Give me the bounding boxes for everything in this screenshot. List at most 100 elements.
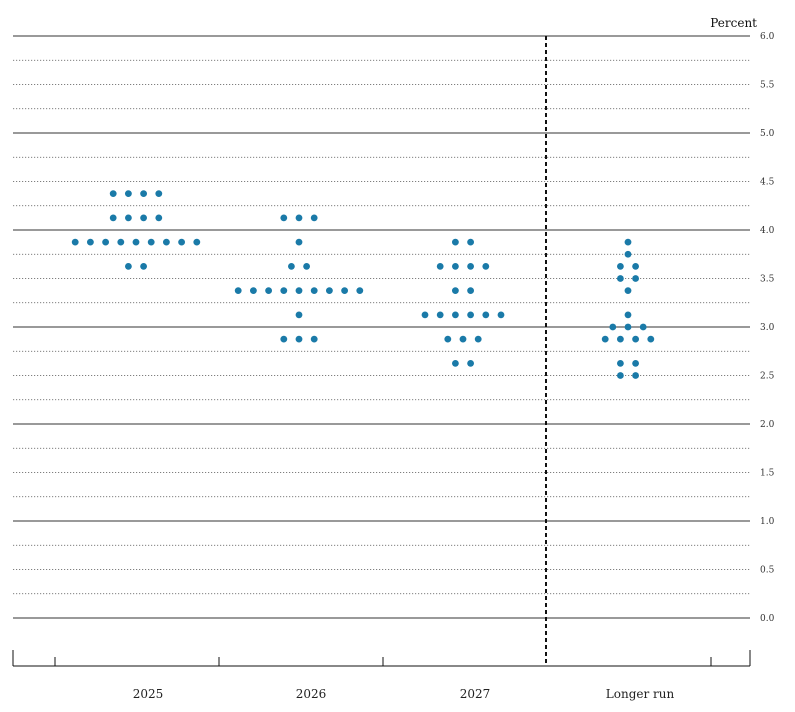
dot: [467, 238, 474, 246]
dot: [452, 311, 459, 319]
gridlines: [13, 35, 750, 619]
dot: [155, 190, 163, 198]
dot: [310, 214, 318, 222]
y-tick-label: 0.5: [760, 566, 775, 576]
dot: [482, 262, 490, 270]
dot: [140, 262, 148, 270]
dot: [421, 311, 429, 319]
dot: [132, 238, 140, 246]
dot: [124, 190, 132, 198]
dot: [250, 287, 257, 295]
dot: [87, 238, 94, 246]
dot: [193, 238, 201, 246]
y-tick-label: 2.0: [760, 420, 775, 430]
dot: [647, 335, 655, 343]
dot: [452, 238, 459, 246]
dot: [295, 335, 303, 343]
dot: [140, 214, 148, 222]
y-tick-label: 6.0: [760, 32, 775, 42]
y-tick-label: 5.5: [760, 81, 775, 91]
dot: [624, 323, 632, 331]
dot: [280, 287, 288, 295]
dot: [356, 287, 364, 295]
dot: [155, 214, 163, 222]
y-tick-labels: 6.0 5.5 5.0 4.5 4.0 3.5 3.0 2.5 2.0 1.5 1.0 0.5 0.0: [760, 32, 775, 624]
dot: [436, 262, 444, 270]
category-label: 2025: [133, 687, 164, 701]
dot: [617, 359, 624, 367]
dot: [163, 238, 170, 246]
dot: [295, 238, 303, 246]
dot: [234, 287, 242, 295]
dot: [295, 311, 303, 319]
x-axis: [12, 650, 751, 667]
dot: [624, 250, 632, 258]
dot: [444, 335, 452, 343]
dot: [467, 262, 474, 270]
dot: [295, 287, 303, 295]
dot: [624, 311, 632, 319]
dot: [617, 372, 624, 379]
y-tick-label: 4.0: [760, 226, 775, 236]
dot: [109, 214, 117, 222]
dot: [639, 323, 647, 331]
dot: [280, 214, 288, 222]
dot: [452, 262, 459, 270]
dot: [452, 359, 459, 367]
y-tick-label: 1.0: [760, 517, 775, 527]
dot: [601, 335, 609, 343]
dot: [624, 287, 632, 295]
dot: [124, 214, 132, 222]
dot: [467, 287, 474, 295]
dot: [497, 311, 505, 319]
dot: [280, 335, 288, 343]
dot: [609, 323, 617, 331]
dot: [124, 262, 132, 270]
dot: [632, 275, 639, 282]
dot: [632, 262, 639, 270]
dot: [452, 287, 459, 295]
dot: [617, 275, 624, 282]
dot: [140, 190, 148, 198]
dot: [71, 238, 79, 246]
dot: [632, 372, 639, 379]
dot: [288, 262, 295, 270]
y-tick-label: 0.0: [760, 614, 775, 624]
category-label: 2026: [296, 687, 327, 701]
dot: [617, 335, 624, 343]
dots: [71, 190, 655, 379]
dot: [109, 190, 117, 198]
dot: [102, 238, 109, 246]
dot: [467, 311, 474, 319]
dot: [326, 287, 333, 295]
dot: [265, 287, 272, 295]
unit-label: Percent: [710, 16, 757, 30]
dot: [295, 214, 303, 222]
dot: [482, 311, 490, 319]
dot: [310, 287, 318, 295]
dot: [341, 287, 348, 295]
y-tick-label: 5.0: [760, 129, 775, 139]
category-label: 2027: [460, 687, 491, 701]
dot: [117, 238, 125, 246]
y-tick-label: 4.5: [760, 178, 775, 188]
dot: [632, 335, 639, 343]
dot: [310, 335, 318, 343]
y-tick-label: 2.5: [760, 372, 775, 382]
category-labels: 2025 2026 2027 Longer run: [133, 687, 675, 701]
dot: [474, 335, 482, 343]
dot: [624, 238, 632, 246]
dot: [178, 238, 186, 246]
dot: [617, 262, 624, 270]
dot: [467, 359, 474, 367]
dot: [459, 335, 467, 343]
y-tick-label: 1.5: [760, 469, 775, 479]
y-tick-label: 3.0: [760, 323, 775, 333]
category-label: Longer run: [606, 687, 675, 701]
dot: [147, 238, 155, 246]
dot: [436, 311, 444, 319]
dot: [632, 359, 639, 367]
y-tick-label: 3.5: [760, 275, 775, 285]
dot: [303, 262, 310, 270]
